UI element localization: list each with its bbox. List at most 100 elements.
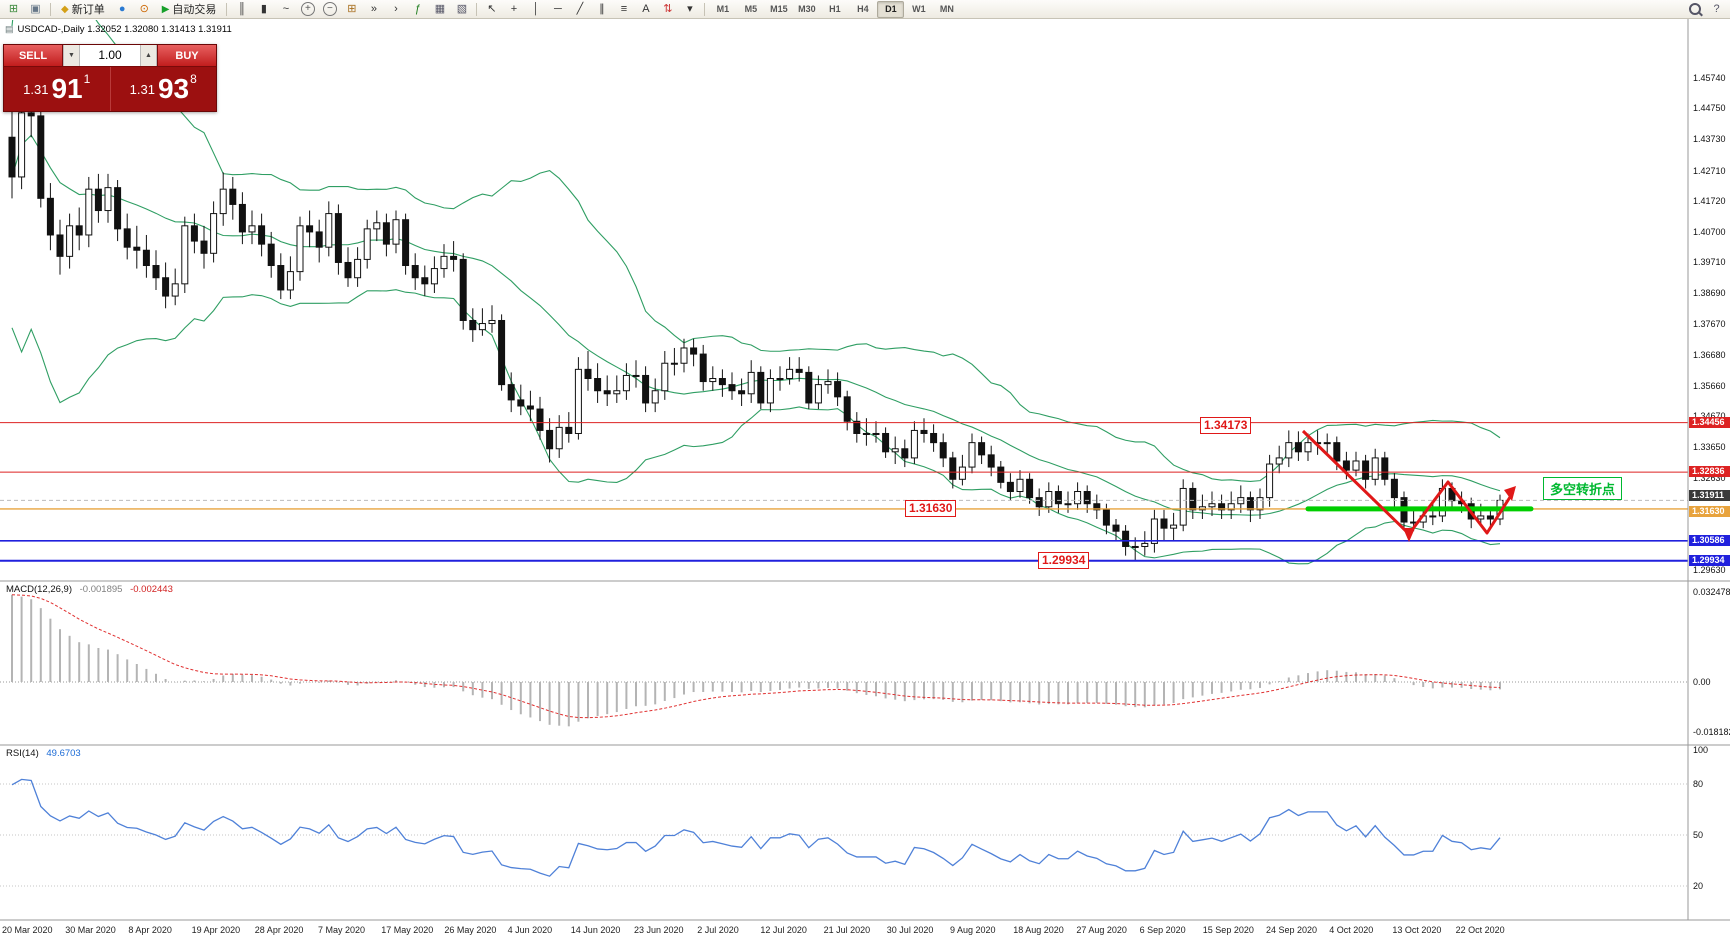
line-chart-icon[interactable]: ~ <box>282 3 290 15</box>
timeframe-button-m1[interactable]: M1 <box>716 4 730 14</box>
sell-price-main: 91 <box>51 73 83 104</box>
auto-trading-button-label: 自动交易 <box>172 4 217 16</box>
date-axis-label: 30 Jul 2020 <box>886 925 934 935</box>
auto-scroll-icon[interactable]: » <box>370 3 377 15</box>
date-axis-label: 12 Jul 2020 <box>760 925 807 935</box>
indicators-icon[interactable]: ƒ <box>414 3 421 15</box>
macd-signal-value: -0.002443 <box>130 584 173 595</box>
new-order-button[interactable]: ◆ 新订单 <box>55 0 111 18</box>
rsi-scale-label: 20 <box>1693 881 1704 891</box>
price-scale-tick: 1.41720 <box>1693 195 1726 206</box>
buy-button[interactable]: BUY <box>157 45 216 66</box>
zoom-in-icon[interactable]: + <box>297 0 318 18</box>
date-axis-label: 17 May 2020 <box>381 925 434 935</box>
buy-price-sup: 8 <box>190 72 197 86</box>
date-axis-label: 8 Apr 2020 <box>128 925 172 935</box>
date-axis-label: 28 Apr 2020 <box>254 925 304 935</box>
price-badge: 1.29934 <box>1689 554 1730 566</box>
timeframe-button-m15[interactable]: M15 <box>770 4 788 14</box>
turning-point-label[interactable]: 多空转折点 <box>1543 477 1623 500</box>
timeframe-button-h1[interactable]: H1 <box>829 4 841 14</box>
auto-trading-button[interactable]: ▶ 自动交易 <box>156 0 223 18</box>
trend-zigzag-annotation[interactable] <box>1301 429 1514 536</box>
fibonacci-icon[interactable]: ≡ <box>620 3 628 15</box>
timeframe-button-w1[interactable]: W1 <box>912 4 926 14</box>
toolbar-separator <box>704 2 706 16</box>
volume-input[interactable]: 1.00 <box>98 48 122 62</box>
price-scale-tick: 1.35660 <box>1693 380 1726 391</box>
trendline-icon[interactable]: ╱ <box>576 3 584 15</box>
peak-price-label[interactable]: 1.34173 <box>1200 417 1252 434</box>
volume-decrease-button[interactable]: ▼ <box>63 45 80 66</box>
price-scale-tick: 1.40700 <box>1693 226 1726 237</box>
date-axis-label: 9 Aug 2020 <box>950 925 996 935</box>
mql5-signals-icon[interactable]: ● <box>118 3 126 15</box>
date-axis-label: 18 Aug 2020 <box>1013 925 1064 935</box>
price-badge: 1.32836 <box>1689 466 1730 478</box>
price-scale-tick: 1.38690 <box>1693 288 1726 299</box>
date-axis-label: 26 May 2020 <box>444 925 497 935</box>
sell-price-prefix: 1.31 <box>23 81 49 97</box>
buy-price-main: 93 <box>157 73 190 104</box>
rsi-value: 49.6703 <box>46 748 81 759</box>
volume-increase-button[interactable]: ▲ <box>140 45 157 66</box>
buy-price-display[interactable]: 1.31 93 8 <box>110 67 216 111</box>
timeframe-button-mn[interactable]: MN <box>939 4 954 14</box>
tile-windows-icon[interactable]: ⊞ <box>347 3 357 15</box>
price-badge: 1.31911 <box>1689 490 1730 502</box>
chart-shift-icon[interactable]: › <box>394 3 398 15</box>
price-scale-tick: 1.44750 <box>1693 103 1726 114</box>
toolbar-separator <box>226 2 228 16</box>
channel-icon[interactable]: ∥ <box>599 3 605 15</box>
date-axis-label: 19 Apr 2020 <box>191 925 241 935</box>
date-axis-label: 21 Jul 2020 <box>823 925 871 935</box>
timeframe-button-m30[interactable]: M30 <box>798 4 816 14</box>
macd-scale-label: 0.032478 <box>1693 587 1730 597</box>
crosshair-icon[interactable]: + <box>510 3 518 15</box>
date-axis-label: 7 May 2020 <box>318 925 366 935</box>
support-price-label[interactable]: 1.31630 <box>905 500 957 517</box>
sell-button[interactable]: SELL <box>4 45 63 66</box>
search-icon[interactable] <box>1684 0 1705 18</box>
vertical-line-icon[interactable]: │ <box>532 3 540 15</box>
templates-icon[interactable]: ▧ <box>456 3 468 15</box>
zoom-out-icon[interactable]: − <box>319 0 340 18</box>
bollinger-lower-band[interactable] <box>11 289 1501 565</box>
candlestick-chart-icon[interactable]: ▮ <box>260 3 267 15</box>
price-scale-tick: 1.32630 <box>1693 473 1726 484</box>
date-axis-label: 2 Jul 2020 <box>697 925 739 935</box>
bar-chart-icon[interactable]: ║ <box>238 3 246 15</box>
shapes-dropdown-icon[interactable]: ▾ <box>687 3 693 15</box>
macd-main-value: -0.001895 <box>79 584 123 595</box>
date-axis-label: 22 Oct 2020 <box>1455 925 1505 935</box>
timeframe-button-m5[interactable]: M5 <box>744 4 758 14</box>
cursor-icon[interactable]: ↖ <box>487 3 497 15</box>
zigzag-down-arrowhead <box>1403 528 1415 542</box>
help-icon[interactable]: ? <box>1713 3 1720 15</box>
date-axis-label: 4 Oct 2020 <box>1329 925 1374 935</box>
date-axis-label: 30 Mar 2020 <box>65 925 116 935</box>
rsi-line <box>11 778 1501 877</box>
low-price-label[interactable]: 1.29934 <box>1038 552 1090 569</box>
date-axis-label: 15 Sep 2020 <box>1202 925 1254 935</box>
sell-price-display[interactable]: 1.31 91 1 <box>4 67 111 111</box>
timeframe-button-d1[interactable]: D1 <box>877 0 905 18</box>
timeframe-button-h4[interactable]: H4 <box>857 4 869 14</box>
horizontal-line-icon[interactable]: ─ <box>554 3 562 15</box>
arrows-icon[interactable]: ⇅ <box>663 3 673 15</box>
sell-price-sup: 1 <box>83 72 91 86</box>
rsi-indicator-label: RSI(14) 49.6703 <box>6 748 81 759</box>
text-icon[interactable]: A <box>642 3 650 15</box>
new-chart-icon[interactable]: ⊞ <box>8 3 19 15</box>
periods-icon[interactable]: ▦ <box>434 3 446 15</box>
macd-indicator-label: MACD(12,26,9) -0.001895 -0.002443 <box>6 584 173 595</box>
price-scale-tick: 1.37670 <box>1693 319 1726 330</box>
macd-name: MACD(12,26,9) <box>6 584 72 595</box>
profiles-icon[interactable]: ▣ <box>30 3 41 15</box>
bollinger-upper-band[interactable] <box>11 0 1501 483</box>
alerts-icon[interactable]: ⊙ <box>139 3 149 15</box>
date-axis-label: 14 Jun 2020 <box>570 925 621 935</box>
date-axis-label: 20 Mar 2020 <box>2 925 53 935</box>
